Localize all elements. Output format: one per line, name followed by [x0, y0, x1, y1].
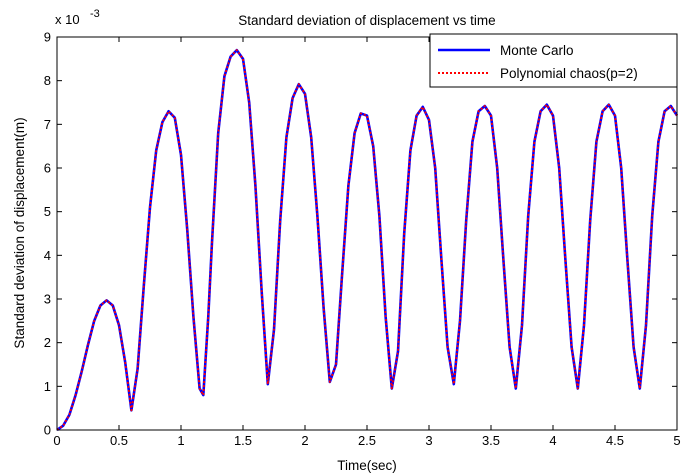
- legend-label-polynomial-chaos: Polynomial chaos(p=2): [500, 66, 638, 81]
- chart-title: Standard deviation of displacement vs ti…: [238, 13, 495, 28]
- x-tick-label: 3.5: [482, 433, 500, 448]
- x-tick-label: 0.5: [110, 433, 128, 448]
- y-tick-label: 6: [44, 161, 51, 176]
- series-layer: [56, 48, 679, 432]
- x-tick-label: 1: [177, 433, 184, 448]
- series-line-polynomial-chaos: [56, 49, 678, 431]
- y-tick-label: 0: [44, 423, 51, 438]
- tick-layer: 0 0.5 1 1.5 2 2.5 3 3.5 4 4.5 5 0 1 2 3 4 5 6 7 8 9: [44, 30, 681, 449]
- plot-area: 0 0.5 1 1.5 2 2.5 3 3.5 4 4.5 5 0 1 2 3 4 5 6 7 8 9: [44, 30, 681, 449]
- x-tick-label: 5: [673, 433, 680, 448]
- y-tick-label: 1: [44, 379, 51, 394]
- y-axis-label: Standard deviation of displacement(m): [12, 117, 27, 348]
- y-tick-label: 8: [44, 73, 51, 88]
- y-scale-exponent: -3: [90, 8, 100, 20]
- x-tick-label: 0: [53, 433, 60, 448]
- y-tick-label: 4: [44, 248, 51, 263]
- legend-box: [429, 33, 678, 88]
- x-tick-label: 4.5: [606, 433, 624, 448]
- plot-background: [57, 37, 677, 430]
- y-tick-label: 2: [44, 335, 51, 350]
- y-tick-label: 7: [44, 117, 51, 132]
- y-tick-label: 5: [44, 204, 51, 219]
- y-scale-label: x 10 -3: [55, 8, 100, 27]
- x-tick-label: 3: [425, 433, 432, 448]
- x-tick-label: 2.5: [358, 433, 376, 448]
- legend: Monte Carlo Polynomial chaos(p=2): [429, 33, 678, 88]
- x-tick-label: 4: [549, 433, 556, 448]
- legend-label-monte-carlo: Monte Carlo: [500, 43, 574, 58]
- y-scale-base: x 10: [55, 12, 80, 27]
- x-tick-label: 1.5: [234, 433, 252, 448]
- x-tick-label: 2: [301, 433, 308, 448]
- y-tick-label: 3: [44, 292, 51, 307]
- x-axis-label: Time(sec): [337, 458, 397, 473]
- y-tick-label: 9: [44, 30, 51, 45]
